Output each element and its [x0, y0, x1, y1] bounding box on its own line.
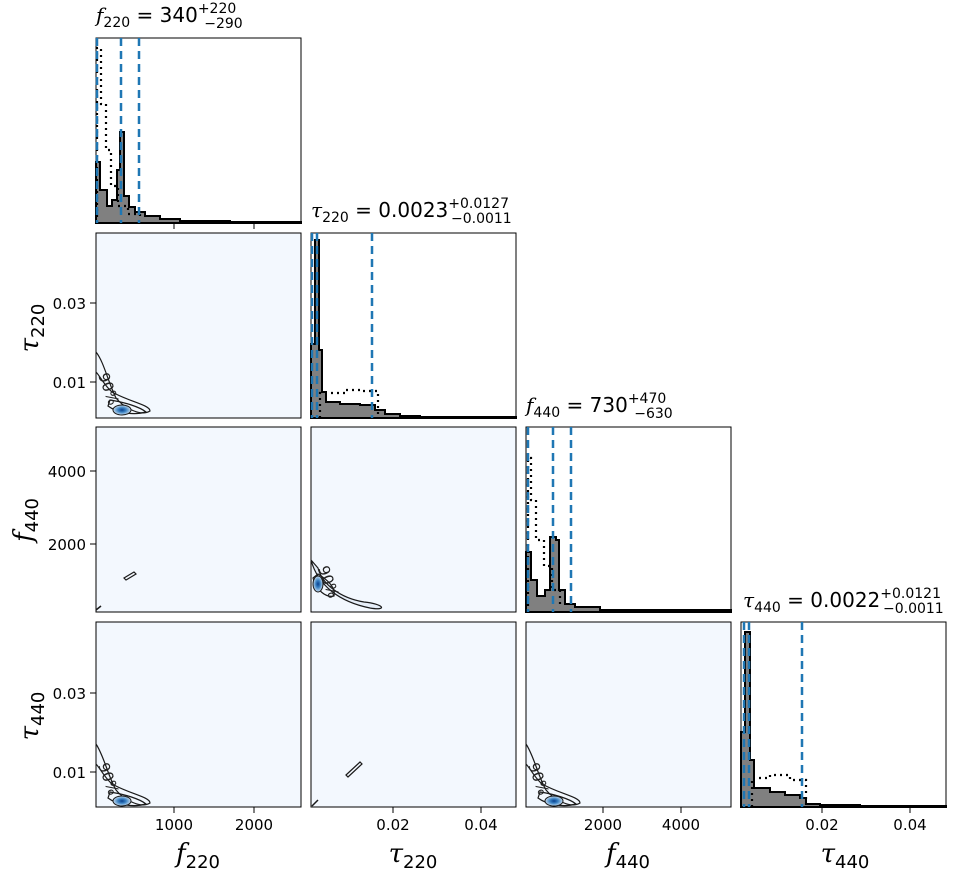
- xlabel-f440: f440: [604, 839, 650, 873]
- panel-hist-tau220: τ220 = 0.0023+0.0127 −0.0011: [310, 196, 517, 419]
- xlabel-f220: f220: [174, 839, 220, 873]
- ytick-f440-4000: 4000: [48, 463, 86, 481]
- xtick-tau220-0.04: 0.04: [464, 816, 497, 834]
- panel-hist-tau440: 0.02 0.04 τ440 τ440 = 0.0022+0.0121 −0.00…: [740, 586, 947, 873]
- hist-f440-filled: [525, 536, 732, 613]
- ytick-tau220-0.03: 0.03: [53, 295, 86, 313]
- panel-hist-f220: f220 = 340+220 −290: [94, 1, 302, 229]
- panel-contour-tau440-tau220: 0.02 0.04 τ220: [310, 621, 517, 873]
- ylabel-tau440: τ440: [15, 692, 49, 741]
- panel-contour-f440-f220: 4000 2000 f440: [9, 426, 302, 613]
- title-tau440: τ440 = 0.0022+0.0121 −0.0011: [743, 586, 944, 617]
- panel-contour-tau220-f220: 90% 0.03 0.01 τ220: [15, 232, 302, 419]
- ylabel-tau220: τ220: [15, 304, 49, 353]
- panel-contour-f440-tau220: 90%: [310, 426, 517, 613]
- title-f440: f440 = 730+470 −630: [524, 391, 673, 422]
- hist-tau220-prior: [318, 388, 380, 418]
- ytick-f440-2000: 2000: [48, 536, 86, 554]
- panel-contour-tau440-f220: 90% 0.03 0.01 τ440 1000 2000 f220: [15, 621, 302, 873]
- hist-tau440-filled: [740, 631, 947, 808]
- xtick-f440-4000: 4000: [662, 816, 700, 834]
- hist-tau440-prior: [750, 773, 808, 807]
- ytick-tau220-0.01: 0.01: [53, 374, 86, 392]
- xlabel-tau440: τ440: [821, 839, 870, 873]
- xtick-tau440-0.04: 0.04: [893, 816, 926, 834]
- xtick-tau220-0.02: 0.02: [376, 816, 409, 834]
- xtick-f220-2000: 2000: [235, 816, 273, 834]
- hist-tau220-filled: [310, 239, 517, 419]
- ylabel-f440: f440: [9, 498, 43, 544]
- panel-contour-tau440-f440: 90% 2000 4000 f440: [524, 621, 732, 873]
- xlabel-tau220: τ220: [389, 839, 438, 873]
- xtick-f220-1000: 1000: [155, 816, 193, 834]
- ytick-tau440-0.01: 0.01: [53, 764, 86, 782]
- title-tau220: τ220 = 0.0023+0.0127 −0.0011: [311, 196, 512, 227]
- hist-f440-prior: [526, 456, 562, 612]
- hist-f220-filled: [95, 131, 302, 224]
- ytick-tau440-0.03: 0.03: [53, 685, 86, 703]
- xtick-tau440-0.02: 0.02: [805, 816, 838, 834]
- panel-hist-f440: f440 = 730+470 −630: [524, 391, 732, 613]
- xtick-f440-2000: 2000: [584, 816, 622, 834]
- title-f220: f220 = 340+220 −290: [94, 1, 243, 32]
